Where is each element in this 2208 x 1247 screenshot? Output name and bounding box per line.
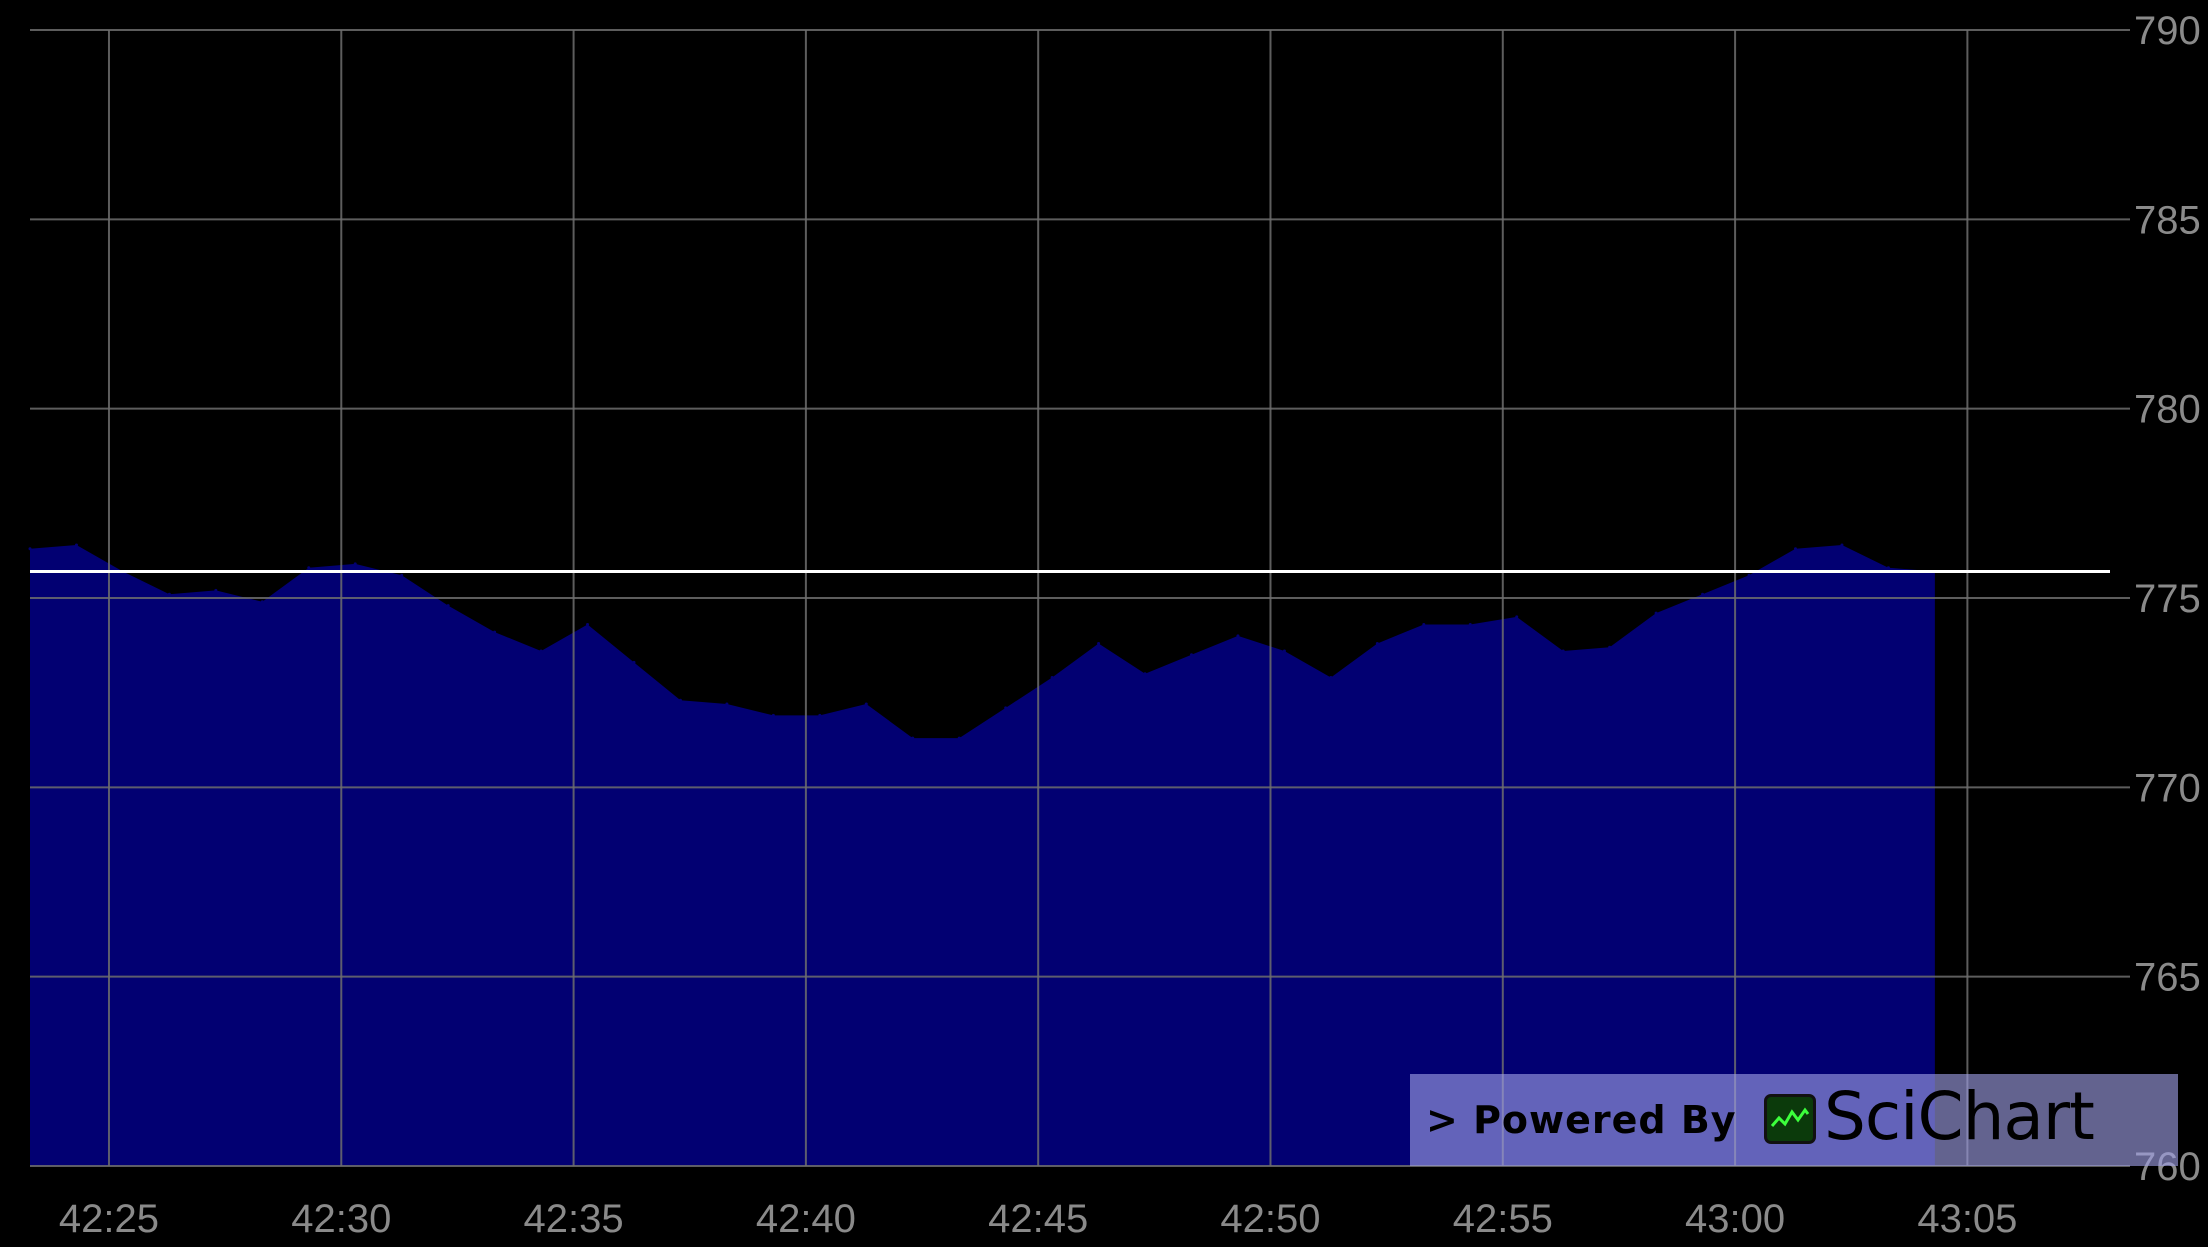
data-point [260,600,264,604]
y-tick-label: 780 [2134,388,2201,432]
gridlines [30,29,2130,1167]
data-point [446,604,450,608]
data-point [167,592,171,596]
data-point [1329,676,1333,680]
watermark-text: > Powered By [1426,1098,1737,1142]
data-point [911,736,915,740]
data-point [400,573,404,577]
data-point [74,543,78,547]
data-point [1793,547,1797,551]
x-tick-label: 42:40 [756,1197,856,1241]
data-point [632,660,636,664]
scichart-logo-icon [1764,1094,1816,1144]
area-series-0 [30,544,1935,1166]
data-point [1608,645,1612,649]
x-tick-label: 42:30 [291,1197,391,1241]
data-point [1282,649,1286,653]
data-point [307,566,311,570]
data-point [818,713,822,717]
data-point [493,630,497,634]
data-point [1422,623,1426,627]
data-point [1468,623,1472,627]
data-point [1236,634,1240,638]
data-point [864,702,868,706]
scichart-watermark[interactable]: > Powered By SciChart [1410,1074,2178,1166]
data-point [1375,641,1379,645]
data-point [1886,566,1890,570]
x-tick-label: 43:00 [1685,1197,1785,1241]
data-point [1701,592,1705,596]
data-point [1004,706,1008,710]
x-tick-label: 42:55 [1453,1197,1553,1241]
watermark-brand: SciChart [1824,1078,2095,1155]
data-point [678,698,682,702]
data-point [771,713,775,717]
data-point [1050,676,1054,680]
y-tick-label: 765 [2134,956,2201,1000]
y-tick-label: 775 [2134,577,2201,621]
y-tick-label: 790 [2134,9,2201,53]
x-tick-label: 42:50 [1220,1197,1320,1241]
y-tick-label: 785 [2134,198,2201,242]
data-point [1515,615,1519,619]
data-point [1143,672,1147,676]
data-point [1840,543,1844,547]
data-point [539,649,543,653]
x-tick-label: 43:05 [1917,1197,2017,1241]
data-point [1097,641,1101,645]
x-tick-label: 42:25 [59,1197,159,1241]
x-tick-label: 42:45 [988,1197,1088,1241]
data-point [586,623,590,627]
data-point [28,547,32,551]
data-point [1190,653,1194,657]
data-point [1561,649,1565,653]
x-tick-label: 42:35 [524,1197,624,1241]
data-point [1747,573,1751,577]
data-point [1654,611,1658,615]
data-point [353,562,357,566]
y-tick-label: 770 [2134,766,2201,810]
data-point [725,702,729,706]
data-point [214,588,218,592]
data-point [957,736,961,740]
